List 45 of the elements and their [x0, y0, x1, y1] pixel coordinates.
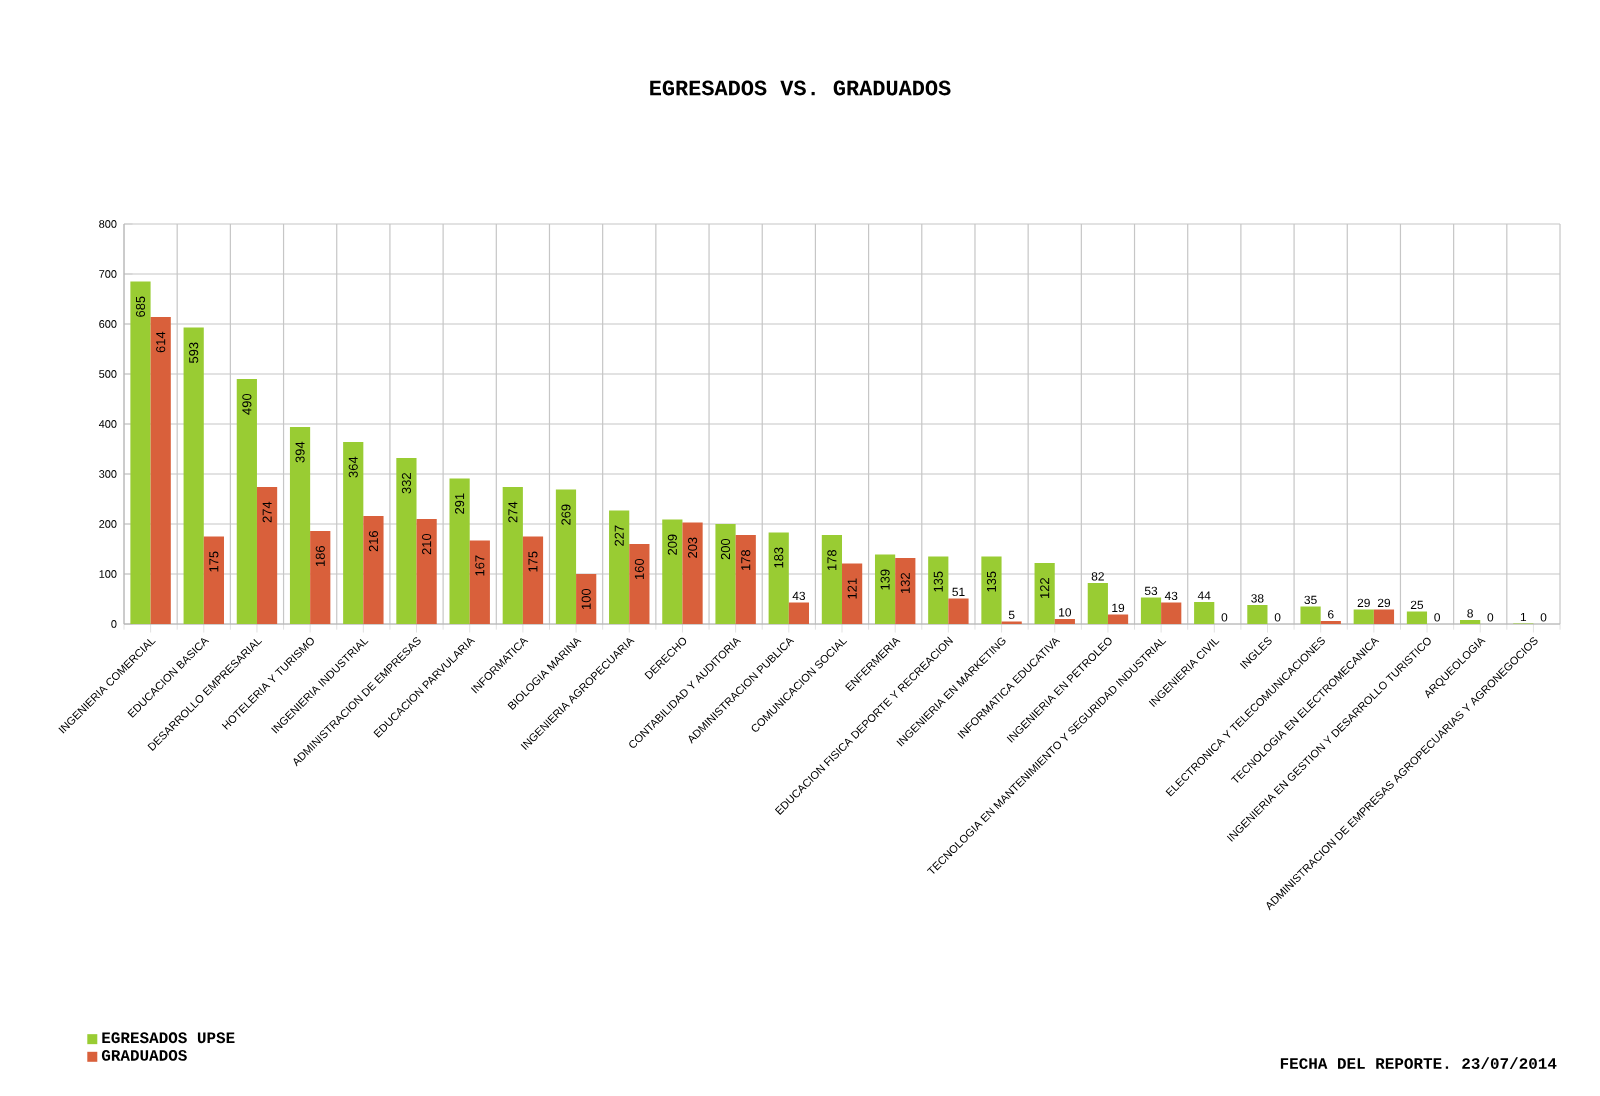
bar	[768, 532, 789, 624]
bar	[662, 519, 683, 624]
bar	[469, 540, 490, 624]
bar	[1300, 606, 1321, 624]
bar	[895, 558, 916, 624]
bar	[1353, 609, 1374, 624]
bar	[682, 522, 703, 624]
bar	[928, 556, 949, 624]
bar	[629, 544, 650, 624]
bar	[609, 510, 630, 624]
bar	[1161, 602, 1182, 624]
bar	[576, 574, 597, 624]
bar	[1247, 605, 1268, 624]
bar	[1406, 611, 1428, 624]
bar	[1194, 602, 1215, 624]
bar	[1087, 583, 1108, 624]
bar	[289, 427, 311, 624]
bar	[1034, 563, 1055, 624]
bar	[502, 487, 523, 624]
bar	[416, 519, 437, 624]
bar	[150, 317, 171, 624]
bar	[715, 524, 736, 624]
bar	[203, 536, 224, 624]
bar	[522, 536, 544, 624]
bar	[310, 531, 331, 624]
bar	[256, 487, 278, 624]
bar	[874, 554, 896, 624]
bar	[981, 556, 1002, 624]
chart-title: EGRESADOS VS. GRADUADOS	[650, 80, 951, 96]
bar	[1140, 597, 1162, 624]
bar	[555, 489, 577, 624]
bar	[948, 598, 969, 624]
bar	[842, 563, 863, 624]
bar	[1107, 614, 1129, 624]
bar	[183, 327, 204, 624]
bar	[821, 535, 843, 624]
bar	[343, 442, 364, 624]
bar	[788, 602, 810, 624]
bar	[130, 281, 151, 624]
bar	[1373, 609, 1395, 624]
bar	[396, 458, 417, 624]
bar	[735, 535, 756, 624]
bar	[363, 516, 384, 624]
bar	[236, 379, 257, 624]
bar	[449, 478, 470, 624]
